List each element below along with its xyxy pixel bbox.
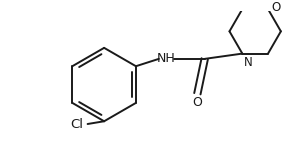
Text: O: O: [192, 96, 202, 109]
Text: Cl: Cl: [70, 118, 83, 131]
Text: NH: NH: [157, 52, 176, 65]
Text: N: N: [244, 56, 253, 69]
Text: O: O: [272, 1, 281, 14]
